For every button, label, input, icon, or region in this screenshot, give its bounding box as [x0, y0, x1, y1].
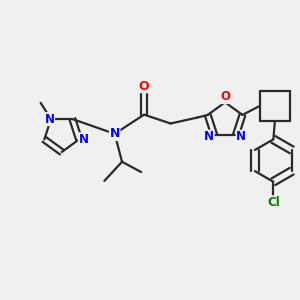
Text: N: N	[110, 127, 120, 140]
Text: N: N	[78, 133, 88, 146]
Text: N: N	[44, 112, 55, 125]
Text: N: N	[236, 130, 246, 143]
Text: O: O	[139, 80, 149, 93]
Text: N: N	[204, 130, 214, 143]
Text: Cl: Cl	[267, 196, 280, 209]
Text: O: O	[220, 91, 230, 103]
